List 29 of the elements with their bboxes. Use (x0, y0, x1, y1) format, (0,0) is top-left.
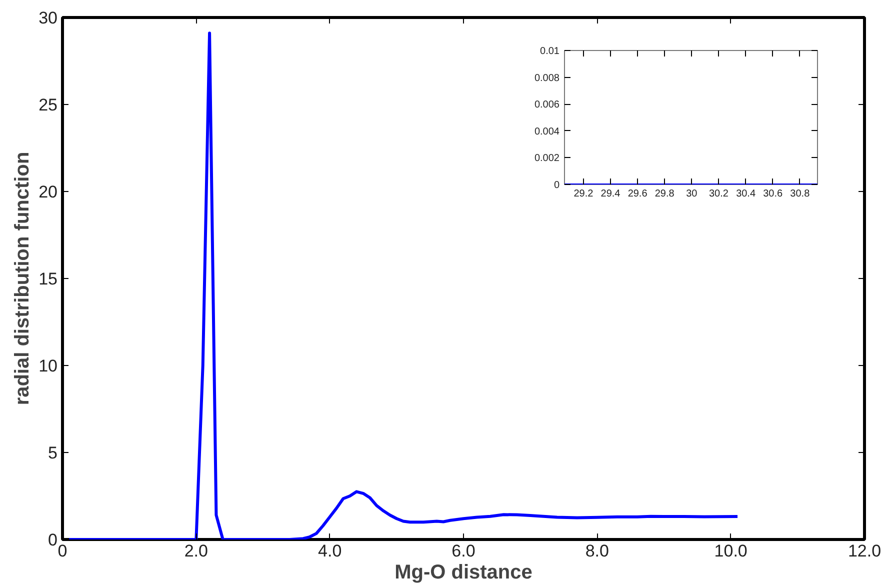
y-tick-label: 5 (48, 444, 58, 462)
x-tick-label: 8.0 (585, 542, 609, 560)
y-tick-label: 0.01 (540, 46, 560, 57)
y-axis-title: radial distribution function (12, 152, 34, 406)
x-tick-label: 12.0 (848, 542, 882, 560)
x-tick-label: 30.2 (709, 188, 729, 200)
y-tick-label: 0.004 (534, 126, 560, 138)
x-tick-label: 29.4 (600, 188, 621, 200)
y-tick-label: 15 (38, 270, 58, 288)
x-tick-label: 2.0 (184, 542, 208, 560)
y-tick-label: 0.002 (534, 153, 560, 164)
x-tick-label: 30.4 (736, 188, 756, 200)
x-tick-label: 4.0 (318, 542, 342, 560)
y-tick-label: 20 (38, 182, 58, 202)
x-tick-label: 29.2 (574, 188, 594, 200)
y-tick-label: 0.006 (534, 100, 560, 111)
x-tick-label: 30.8 (790, 188, 810, 200)
y-tick-label: 0.008 (534, 72, 560, 84)
x-tick-label: 29.8 (654, 188, 675, 200)
x-tick-label: 30 (686, 188, 698, 200)
x-axis-title: Mg-O distance (394, 562, 532, 584)
y-tick-label: 10 (38, 356, 58, 376)
x-tick-label: 10.0 (714, 542, 748, 560)
y-tick-label: 25 (38, 96, 58, 114)
x-tick-label: 29.6 (628, 188, 648, 200)
y-tick-label: 0 (554, 180, 560, 191)
x-tick-label: 6.0 (452, 542, 476, 560)
x-tick-label: 30.6 (763, 188, 784, 200)
y-tick-label: 30 (38, 8, 58, 28)
